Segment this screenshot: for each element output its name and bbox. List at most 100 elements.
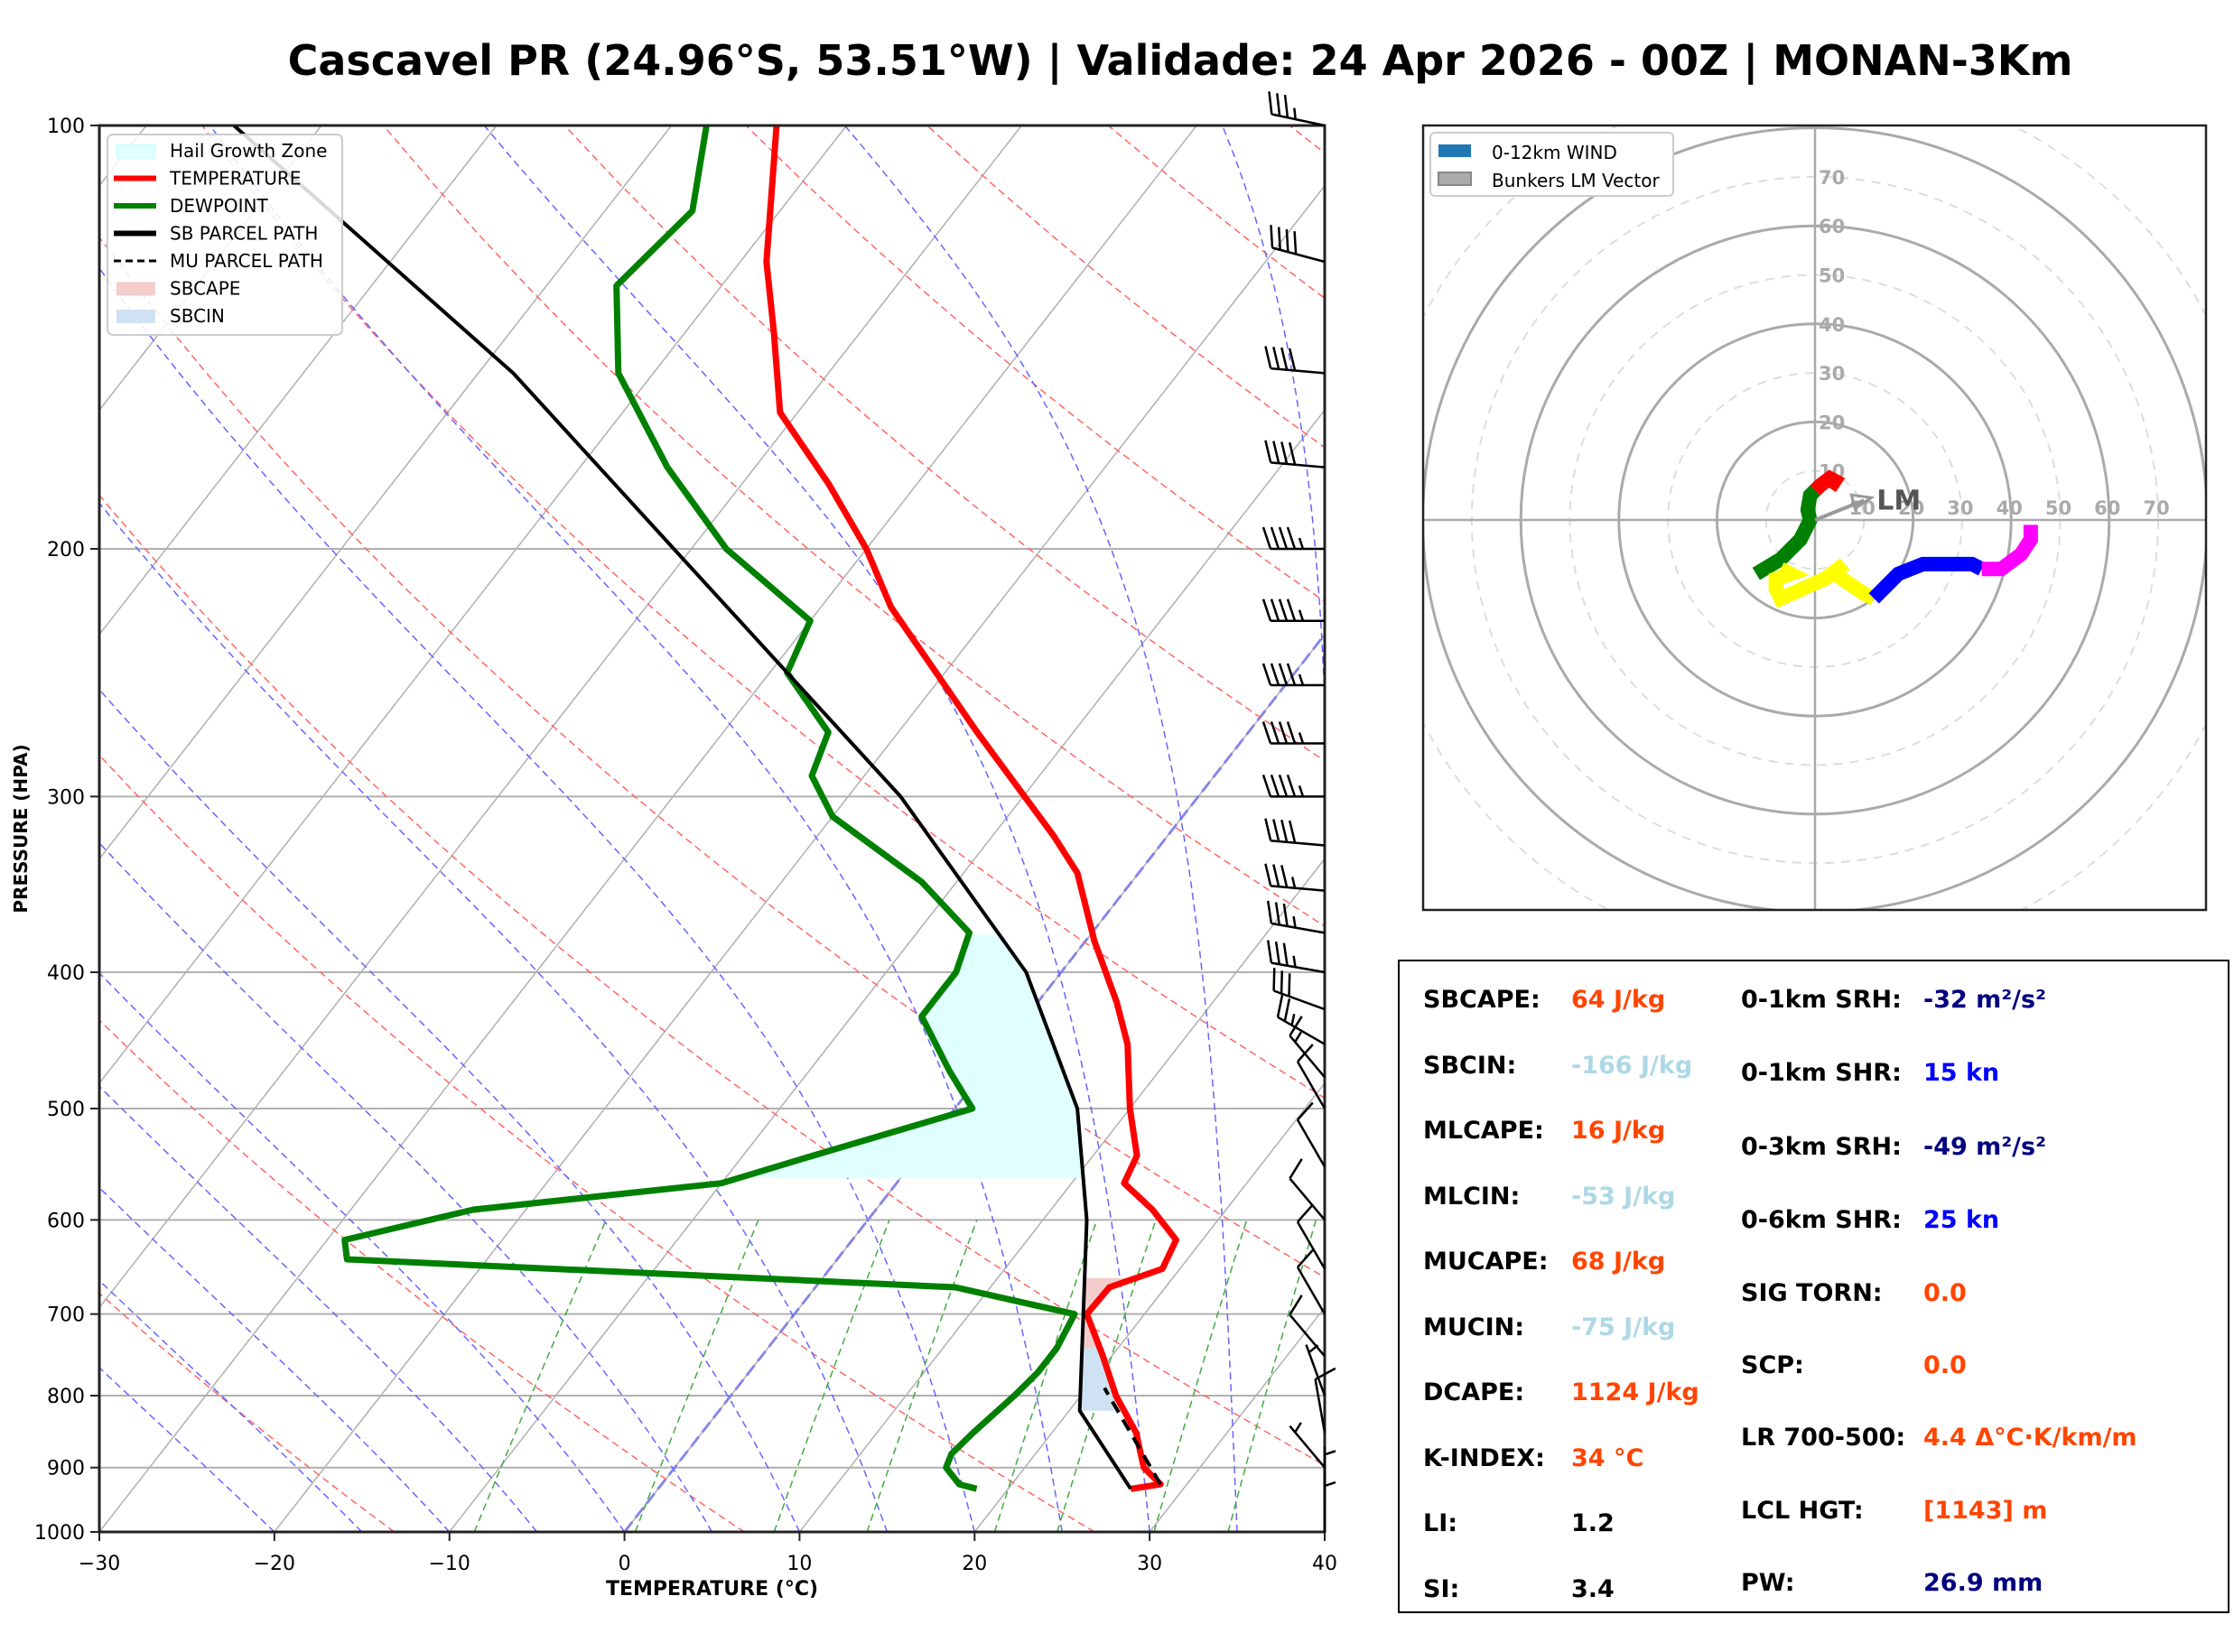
hodograph-ring-label: 30 <box>1819 363 1845 385</box>
x-tick-label: −30 <box>79 1553 120 1575</box>
stat-value: 1124 J/kg <box>1571 1378 1699 1406</box>
stat-label: SBCAPE: <box>1423 986 1541 1014</box>
wind-barb <box>1261 663 1326 687</box>
y-tick-label: 600 <box>47 1210 85 1232</box>
dry-adiabat <box>99 1019 745 1532</box>
y-tick-label: 300 <box>47 786 85 809</box>
legend-label: Bunkers LM Vector <box>1492 170 1661 191</box>
hodograph-ring-label: 70 <box>1819 167 1845 189</box>
hodograph-ring-label: 40 <box>1819 314 1845 336</box>
wind-barb <box>1296 1044 1326 1109</box>
x-tick-label: −20 <box>254 1553 295 1575</box>
hodograph-ring-label: 60 <box>2094 497 2120 519</box>
hodograph-segment-1-3km <box>1752 485 1820 580</box>
moist-adiabat <box>843 125 1238 1532</box>
hodograph-legend: 0-12km WIND Bunkers LM Vector <box>1429 132 1674 197</box>
chart-title: Cascavel PR (24.96°S, 53.51°W) | Validad… <box>287 36 2073 85</box>
hodograph-segment-9-12km <box>1981 524 2038 577</box>
mixing-ratio-line <box>634 1220 759 1532</box>
dry-adiabat <box>99 754 1095 1532</box>
mu-parcel-path-line <box>1103 1387 1162 1486</box>
dewpoint-line <box>341 125 1078 1492</box>
stat-label: SI: <box>1423 1574 1460 1603</box>
stat-label: 0-6km SHR: <box>1741 1206 1902 1234</box>
wind-barbs <box>1261 91 1336 1532</box>
wind-barb <box>1289 1016 1326 1079</box>
lm-arrowhead-icon <box>1849 493 1876 511</box>
stat-value: 0.0 <box>1923 1279 1967 1307</box>
wind-barb <box>1276 994 1326 1045</box>
legend-swatch <box>1438 172 1472 186</box>
stat-value: 25 kn <box>1923 1206 2000 1234</box>
wind-barb <box>1289 1295 1326 1358</box>
sounding-indices-panel: SBCAPE: 64 J/kg SBCIN: -166 J/kg MLCAPE: 16 J… <box>1398 960 2229 1613</box>
moist-adiabat <box>483 125 1150 1532</box>
hodograph-segment-3-6km <box>1768 558 1877 608</box>
hodograph-ring-label: 70 <box>2143 497 2169 519</box>
y-tick-label: 1000 <box>34 1522 85 1545</box>
isotherm-line <box>973 1081 1325 1532</box>
wind-barb <box>1289 1422 1326 1469</box>
legend-label: SBCIN <box>170 305 225 327</box>
wind-barb <box>1296 1248 1326 1315</box>
wind-barb <box>1323 1478 1336 1532</box>
hail-growth-zone-shading <box>740 934 1084 1178</box>
stat-label: MLCAPE: <box>1423 1117 1544 1145</box>
stat-label: 0-1km SHR: <box>1741 1059 1902 1087</box>
wind-barb <box>1268 91 1326 127</box>
bunkers-lm-vector <box>1814 498 1866 522</box>
legend-label: MU PARCEL PATH <box>170 250 323 272</box>
wind-barb <box>1296 1203 1326 1270</box>
sb-parcel-path-line <box>232 125 1132 1490</box>
wind-barb <box>1305 1344 1326 1397</box>
wind-barb <box>1289 1158 1326 1221</box>
stat-label: 0-1km SRH: <box>1741 986 1902 1014</box>
wind-barb <box>1261 599 1325 622</box>
stat-value: 16 J/kg <box>1571 1117 1666 1145</box>
isotherm-line <box>99 125 498 636</box>
wind-barb <box>1264 818 1326 847</box>
hodograph-ring-label: 50 <box>1819 265 1845 287</box>
legend-label: Hail Growth Zone <box>170 140 327 162</box>
stat-label: DCAPE: <box>1423 1378 1525 1406</box>
wind-barb <box>1270 225 1326 264</box>
stat-label: SBCIN: <box>1423 1051 1517 1080</box>
isotherm-line <box>99 125 1022 1309</box>
x-axis-label: TEMPERATURE (°C) <box>606 1578 818 1601</box>
legend-label: TEMPERATURE <box>169 168 301 190</box>
stat-value: [1143] m <box>1923 1497 2048 1525</box>
stat-label: MUCAPE: <box>1423 1248 1549 1276</box>
isotherm-line <box>99 125 673 860</box>
wind-barb <box>1296 1101 1326 1168</box>
stat-value: -53 J/kg <box>1571 1182 1676 1211</box>
stat-label: SIG TORN: <box>1741 1279 1883 1307</box>
freezing-isotherm <box>623 632 1325 1532</box>
stat-label: MLCIN: <box>1423 1182 1521 1211</box>
moist-adiabat <box>99 841 713 1532</box>
mixing-ratio-line <box>1227 1220 1317 1532</box>
mixing-ratio-line <box>473 1220 607 1532</box>
moist-adiabat <box>209 125 1063 1532</box>
hodograph-ring-label: 30 <box>1947 497 1973 519</box>
wind-barb <box>1266 900 1326 934</box>
stat-label: 0-3km SRH: <box>1741 1133 1902 1161</box>
skewt-legend: Hail Growth Zone TEMPERATURE DEWPOINT SB PA… <box>107 134 343 336</box>
legend-label: SBCAPE <box>170 278 240 300</box>
hodograph-ring-label: 20 <box>1819 412 1845 433</box>
hodograph-segment-6-9km <box>1868 556 1986 604</box>
stat-value: 34 °C <box>1571 1443 1644 1472</box>
y-axis-label: PRESSURE (HPA) <box>10 744 32 913</box>
moist-adiabat <box>99 266 976 1532</box>
hodograph-frame <box>1421 124 2208 912</box>
skewt-frame <box>98 124 1326 1534</box>
stat-value: -32 m²/s² <box>1923 986 2046 1014</box>
x-tick-label: 0 <box>619 1553 631 1575</box>
stat-value: -49 m²/s² <box>1923 1133 2046 1161</box>
wind-barb <box>1264 346 1326 375</box>
hodograph-ring-label: 50 <box>2045 497 2071 519</box>
moist-adiabat <box>99 502 889 1532</box>
hodograph-ring-label: 60 <box>1819 216 1845 237</box>
legend-label: SB PARCEL PATH <box>170 223 318 245</box>
